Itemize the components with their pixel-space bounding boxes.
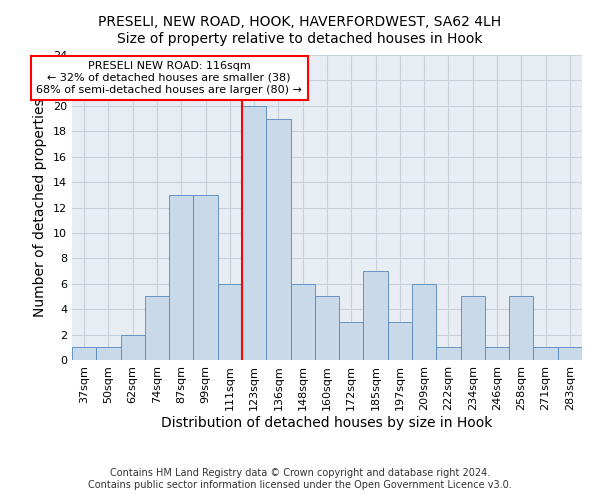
Bar [290, 284, 315, 360]
Bar [509, 296, 533, 360]
Y-axis label: Number of detached properties: Number of detached properties [34, 98, 47, 317]
Bar [461, 296, 485, 360]
Text: PRESELI NEW ROAD: 116sqm
← 32% of detached houses are smaller (38)
68% of semi-d: PRESELI NEW ROAD: 116sqm ← 32% of detach… [36, 62, 302, 94]
Bar [169, 195, 193, 360]
Bar [388, 322, 412, 360]
Bar [436, 348, 461, 360]
Bar [412, 284, 436, 360]
Bar [72, 348, 96, 360]
Bar [485, 348, 509, 360]
X-axis label: Distribution of detached houses by size in Hook: Distribution of detached houses by size … [161, 416, 493, 430]
Bar [339, 322, 364, 360]
Bar [315, 296, 339, 360]
Text: PRESELI, NEW ROAD, HOOK, HAVERFORDWEST, SA62 4LH: PRESELI, NEW ROAD, HOOK, HAVERFORDWEST, … [98, 15, 502, 29]
Bar [193, 195, 218, 360]
Text: Size of property relative to detached houses in Hook: Size of property relative to detached ho… [117, 32, 483, 46]
Bar [266, 118, 290, 360]
Bar [558, 348, 582, 360]
Bar [242, 106, 266, 360]
Bar [533, 348, 558, 360]
Bar [121, 334, 145, 360]
Text: Contains HM Land Registry data © Crown copyright and database right 2024.
Contai: Contains HM Land Registry data © Crown c… [88, 468, 512, 490]
Bar [364, 271, 388, 360]
Bar [218, 284, 242, 360]
Bar [145, 296, 169, 360]
Bar [96, 348, 121, 360]
